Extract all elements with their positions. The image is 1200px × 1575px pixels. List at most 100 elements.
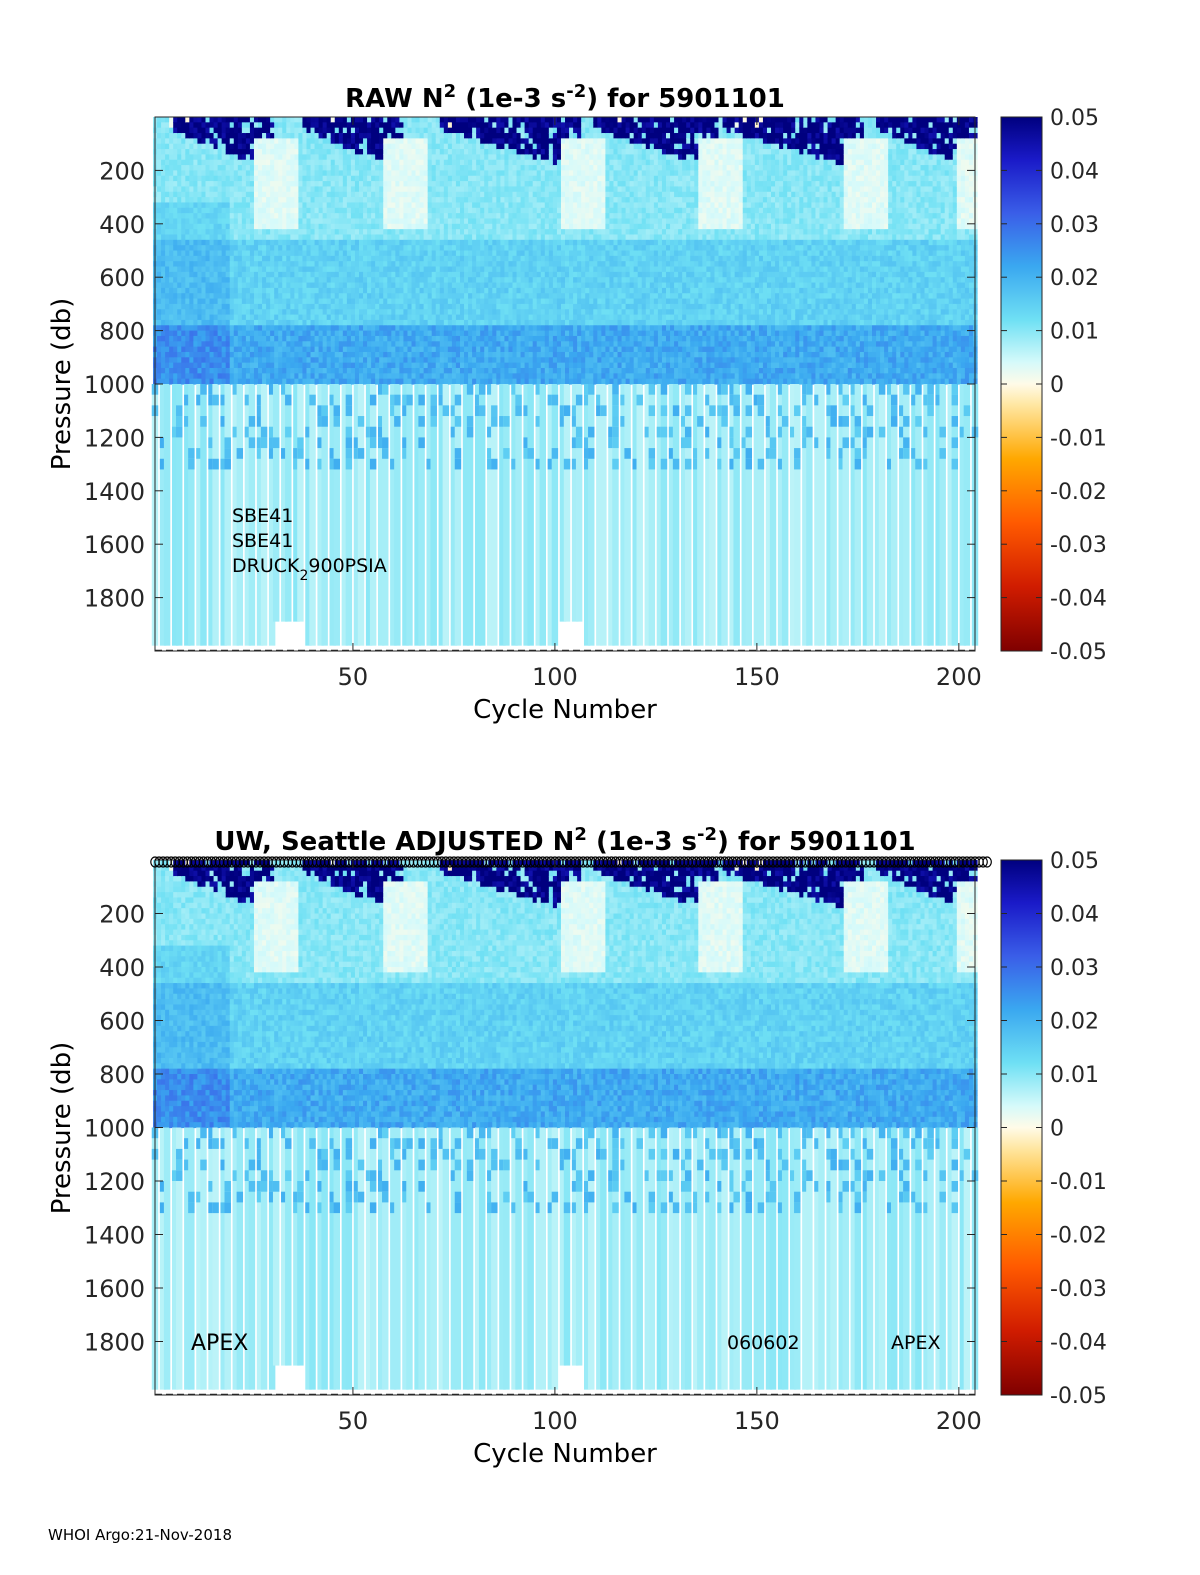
- heat-cell: [371, 234, 376, 241]
- heat-cell: [504, 165, 510, 171]
- heat-cell: [241, 186, 247, 193]
- heat-cell: [472, 266, 477, 273]
- heat-cell: [367, 298, 372, 305]
- heat-cell: [500, 250, 505, 257]
- heat-cell: [447, 175, 453, 182]
- heat-cell: [403, 303, 409, 310]
- heat-cell: [516, 346, 522, 353]
- heat-cell: [528, 186, 534, 193]
- heat-cell: [338, 122, 344, 129]
- heat-cell: [350, 186, 356, 193]
- heat-cell: [472, 351, 477, 358]
- heat-cell: [286, 218, 291, 225]
- heat-cell: [274, 245, 279, 252]
- heat-cell: [500, 213, 505, 220]
- heat-cell: [383, 373, 388, 380]
- heat-cell: [278, 138, 283, 145]
- heat-cell: [334, 277, 340, 284]
- heat-cell: [165, 261, 170, 268]
- heat-cell: [185, 266, 190, 273]
- heat-cell: [189, 314, 194, 321]
- heat-cell: [282, 314, 287, 321]
- heat-cell: [488, 191, 493, 198]
- deep-profile-cell: [474, 405, 482, 417]
- heat-cell: [496, 202, 501, 209]
- heat-cell: [177, 229, 182, 236]
- heat-cell: [318, 362, 324, 369]
- heat-cell: [415, 245, 421, 252]
- heat-cell: [306, 154, 312, 161]
- heat-cell: [161, 159, 166, 166]
- heat-cell: [435, 149, 441, 155]
- heat-cell: [419, 207, 425, 214]
- heat-cell: [395, 293, 400, 300]
- heat-cell: [532, 159, 538, 166]
- heat-cell: [512, 378, 518, 385]
- heat-cell: [274, 319, 279, 326]
- heat-cell: [379, 197, 384, 204]
- deep-profile: [208, 384, 215, 646]
- heat-cell: [484, 154, 489, 161]
- heat-cell: [197, 181, 203, 188]
- heat-cell: [451, 245, 457, 252]
- heat-cell: [253, 223, 259, 230]
- heat-cell: [500, 175, 505, 182]
- heat-cell: [189, 154, 194, 161]
- heat-cell: [459, 325, 465, 332]
- heat-cell: [415, 314, 421, 321]
- heat-cell: [447, 341, 453, 348]
- heat-cell: [383, 191, 388, 198]
- heat-cell: [161, 261, 166, 268]
- heat-cell: [455, 239, 461, 246]
- heat-cell: [367, 287, 372, 294]
- heat-cell: [270, 277, 275, 284]
- heat-cell: [326, 218, 332, 225]
- heat-cell: [241, 170, 247, 177]
- heat-cell: [310, 261, 316, 268]
- heat-cell: [423, 282, 429, 289]
- heat-cell: [379, 261, 384, 268]
- heat-cell: [391, 133, 396, 139]
- heat-cell: [169, 149, 174, 155]
- heat-cell: [520, 229, 526, 236]
- heat-cell: [169, 191, 174, 198]
- heat-cell: [334, 341, 340, 348]
- heat-cell: [330, 277, 336, 284]
- heat-cell: [205, 282, 211, 289]
- heat-cell: [302, 330, 308, 337]
- heat-cell: [278, 133, 283, 139]
- heat-cell: [298, 325, 304, 332]
- heat-cell: [472, 303, 477, 310]
- heat-cell: [314, 362, 320, 369]
- heat-cell: [447, 373, 453, 380]
- heat-cell: [165, 325, 170, 332]
- heat-cell: [245, 325, 251, 332]
- heat-cell: [205, 261, 211, 268]
- heat-cell: [464, 127, 469, 134]
- heat-cell: [225, 362, 231, 369]
- heat-cell: [266, 271, 271, 278]
- heat-cell: [330, 357, 336, 364]
- heat-cell: [262, 234, 267, 241]
- heat-cell: [359, 175, 364, 182]
- heat-cell: [359, 239, 364, 246]
- heat-cell: [245, 293, 251, 300]
- heat-cell: [472, 346, 477, 353]
- heat-cell: [266, 341, 271, 348]
- heat-cell: [173, 357, 178, 364]
- heat-cell: [399, 277, 405, 284]
- deep-profile: [365, 384, 373, 646]
- heat-cell: [221, 186, 227, 193]
- heat-cell: [197, 346, 203, 353]
- deep-profile-cell: [256, 448, 264, 459]
- heat-cell: [310, 223, 316, 230]
- heat-cell: [249, 207, 255, 214]
- heat-cell: [201, 314, 207, 321]
- heat-cell: [350, 170, 356, 177]
- heat-cell: [383, 170, 388, 177]
- heat-cell: [262, 159, 267, 166]
- heat-cell: [278, 143, 283, 150]
- heat-cell: [459, 271, 465, 278]
- heat-cell: [177, 298, 182, 305]
- heat-cell: [173, 223, 178, 230]
